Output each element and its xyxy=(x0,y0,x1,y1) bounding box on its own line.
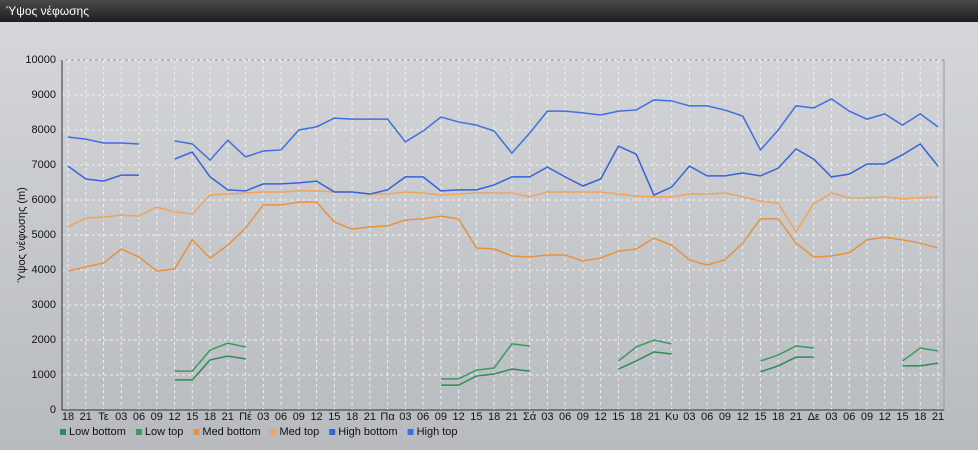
x-tick-label: Κυ xyxy=(665,411,678,423)
x-tick-label: Δε xyxy=(808,411,820,423)
y-tick-label: 8000 xyxy=(32,124,56,136)
x-tick-label: 18 xyxy=(772,411,784,423)
series-line xyxy=(67,97,939,162)
series-line xyxy=(174,351,939,386)
x-tick-label: 06 xyxy=(701,411,713,423)
legend-swatch xyxy=(270,429,277,435)
x-tick-label: 03 xyxy=(825,411,837,423)
x-tick-label: 21 xyxy=(648,411,660,423)
y-tick-label: 7000 xyxy=(32,159,56,171)
y-tick-label: 3000 xyxy=(32,299,56,311)
series-line xyxy=(67,143,939,197)
x-tick-label: 12 xyxy=(168,411,180,423)
x-tick-label: 15 xyxy=(186,411,198,423)
x-tick-label: 18 xyxy=(346,411,358,423)
title-bar xyxy=(0,0,978,22)
x-tick-label: 21 xyxy=(506,411,518,423)
legend-label: High top xyxy=(417,426,458,438)
x-tick-label: 09 xyxy=(435,411,447,423)
x-tick-label: 21 xyxy=(932,411,944,423)
legend-swatch xyxy=(135,429,142,435)
x-tick-label: 15 xyxy=(612,411,624,423)
x-tick-label: 21 xyxy=(80,411,92,423)
x-tick-label: 09 xyxy=(861,411,873,423)
series-line xyxy=(67,201,939,272)
y-tick-label: 1000 xyxy=(32,369,56,381)
x-tick-label: 03 xyxy=(257,411,269,423)
x-tick-label: 09 xyxy=(577,411,589,423)
x-tick-label: 15 xyxy=(754,411,766,423)
x-tick-label: 12 xyxy=(737,411,749,423)
y-tick-label: 2000 xyxy=(32,334,56,346)
x-tick-label: 09 xyxy=(293,411,305,423)
series-line xyxy=(67,190,939,234)
legend-swatch xyxy=(407,429,414,435)
x-tick-label: 06 xyxy=(417,411,429,423)
x-tick-label: 18 xyxy=(914,411,926,423)
x-tick-label: 18 xyxy=(488,411,500,423)
x-tick-label: 12 xyxy=(452,411,464,423)
x-tick-label: Πέ xyxy=(239,411,252,423)
x-tick-label: 06 xyxy=(559,411,571,423)
x-tick-label: 18 xyxy=(630,411,642,423)
x-tick-label: 06 xyxy=(133,411,145,423)
x-tick-label: 15 xyxy=(470,411,482,423)
x-tick-label: 21 xyxy=(222,411,234,423)
y-tick-label: 0 xyxy=(50,404,56,416)
x-tick-label: 06 xyxy=(843,411,855,423)
legend-swatch xyxy=(193,429,200,435)
x-tick-label: 03 xyxy=(541,411,553,423)
y-tick-label: 10000 xyxy=(25,54,56,66)
legend-label: Med top xyxy=(280,426,320,438)
x-tick-label: 18 xyxy=(204,411,216,423)
x-tick-label: Πα xyxy=(380,411,395,423)
series-line xyxy=(174,339,939,380)
x-tick-label: 12 xyxy=(879,411,891,423)
y-tick-label: 9000 xyxy=(32,89,56,101)
x-tick-label: 15 xyxy=(896,411,908,423)
legend-swatch xyxy=(60,429,66,435)
legend-label: Med bottom xyxy=(202,426,260,438)
y-tick-label: 6000 xyxy=(32,194,56,206)
x-tick-label: 21 xyxy=(364,411,376,423)
legend-label: Low top xyxy=(145,426,184,438)
x-tick-label: Σά xyxy=(523,411,537,423)
x-tick-label: 18 xyxy=(62,411,74,423)
x-tick-label: 03 xyxy=(683,411,695,423)
x-tick-label: 12 xyxy=(595,411,607,423)
x-tick-label: 09 xyxy=(719,411,731,423)
y-tick-label: 4000 xyxy=(32,264,56,276)
x-tick-label: Τε xyxy=(98,411,109,423)
y-tick-label: 5000 xyxy=(32,229,56,241)
x-tick-label: 03 xyxy=(399,411,411,423)
legend-label: Low bottom xyxy=(69,426,126,438)
x-tick-label: 12 xyxy=(310,411,322,423)
legend-swatch xyxy=(329,429,336,435)
y-axis-label: Ύψος νέφωσης (m) xyxy=(16,187,28,283)
window-title: Ύψος νέφωσης xyxy=(6,4,89,18)
x-tick-label: 03 xyxy=(115,411,127,423)
x-tick-label: 06 xyxy=(275,411,287,423)
x-tick-label: 15 xyxy=(328,411,340,423)
legend-label: High bottom xyxy=(338,426,397,438)
x-tick-label: 21 xyxy=(790,411,802,423)
x-tick-label: 09 xyxy=(151,411,163,423)
